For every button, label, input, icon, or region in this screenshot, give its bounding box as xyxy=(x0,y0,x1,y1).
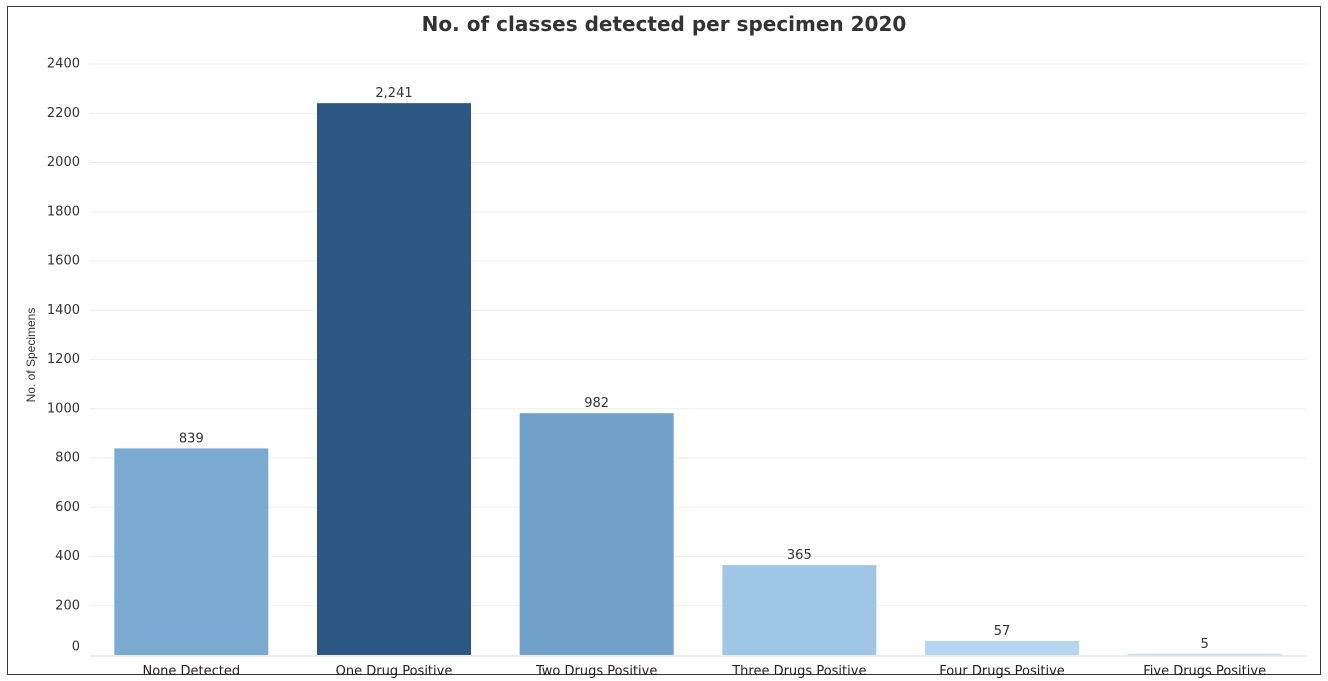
x-tick-label: Four Drugs Positive xyxy=(939,664,1065,679)
bars xyxy=(114,103,1282,656)
x-axis-ticks: None Detected One Drug Positive Two Drugs … xyxy=(143,664,1267,679)
x-tick-label: One Drug Positive xyxy=(336,664,453,679)
y-tick-label: 400 xyxy=(55,549,80,564)
bar xyxy=(114,448,269,655)
bar xyxy=(925,640,1079,655)
y-axis-ticks: 0 200 400 600 800 1000 1200 1400 1600 1800 2000 220… xyxy=(47,57,80,655)
data-label: 839 xyxy=(179,431,204,446)
y-tick-label: 1800 xyxy=(47,204,80,219)
y-tick-label: 1400 xyxy=(47,303,80,318)
y-tick-label: 2400 xyxy=(47,57,80,72)
chart-title: No. of classes detected per specimen 202… xyxy=(421,12,907,36)
data-labels: 839 2,241 982 365 57 5 xyxy=(179,86,1209,652)
y-tick-label: 1200 xyxy=(47,352,80,367)
y-tick-label: 1000 xyxy=(47,401,80,416)
data-label: 57 xyxy=(994,624,1011,639)
y-tick-label: 1600 xyxy=(47,254,80,269)
x-tick-label: Two Drugs Positive xyxy=(535,664,657,679)
x-tick-label: None Detected xyxy=(143,664,241,679)
data-label: 5 xyxy=(1201,637,1209,652)
y-tick-label: 200 xyxy=(55,598,80,613)
gridlines xyxy=(90,63,1306,657)
bar xyxy=(317,103,471,655)
data-label: 365 xyxy=(787,548,812,563)
bar xyxy=(519,413,674,655)
data-label: 982 xyxy=(584,396,609,411)
y-tick-label: 0 xyxy=(72,640,80,655)
bar xyxy=(722,565,877,655)
y-tick-label: 2200 xyxy=(47,106,80,121)
data-label: 2,241 xyxy=(375,86,412,101)
y-tick-label: 800 xyxy=(55,451,80,466)
x-tick-label: Three Drugs Positive xyxy=(731,664,866,679)
x-tick-label: Five Drugs Positive xyxy=(1143,664,1266,679)
y-tick-label: 600 xyxy=(55,500,80,515)
bar xyxy=(1127,653,1282,656)
y-tick-label: 2000 xyxy=(47,155,80,170)
